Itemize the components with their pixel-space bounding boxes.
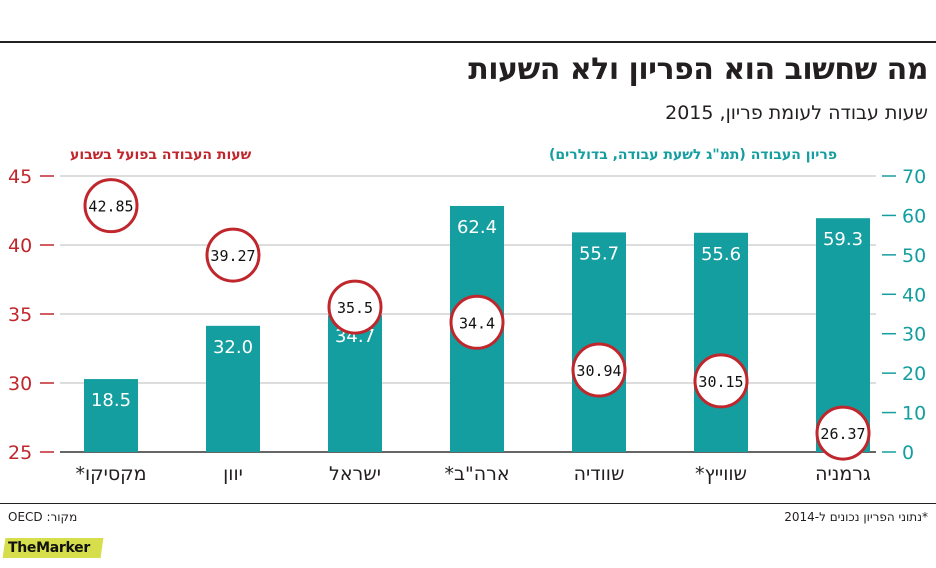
productivity-value-label: 59.3 — [823, 229, 863, 250]
left-axis-tick-label: 30 — [8, 373, 32, 395]
hours-value-label: 34.4 — [459, 314, 495, 332]
source-note: מקור: OECD — [8, 510, 78, 524]
productivity-bar — [694, 232, 748, 452]
productivity-bar — [572, 232, 626, 452]
left-axis-tick-label: 35 — [8, 304, 32, 326]
productivity-value-label: 62.4 — [457, 217, 497, 238]
category-label: גרמניה — [815, 463, 871, 485]
hours-circle — [83, 178, 139, 234]
category-label: שוודיה — [574, 463, 625, 485]
category-label: ישראל — [329, 463, 381, 485]
hours-value-label: 35.5 — [337, 299, 373, 317]
left-axis-tick-label: 45 — [8, 166, 32, 188]
category-label: ארה"ב* — [444, 463, 509, 485]
category-label: יוון — [223, 463, 243, 485]
left-axis-tick-label: 40 — [8, 235, 32, 257]
productivity-value-label: 32.0 — [213, 337, 253, 358]
right-axis-tick-label: 20 — [902, 363, 926, 385]
productivity-value-label: 55.6 — [701, 244, 741, 265]
right-axis-tick-label: 70 — [902, 166, 926, 188]
hours-circle — [205, 227, 261, 283]
bars: 18.532.034.762.455.7 55.659.3 — [84, 205, 870, 452]
right-axis-tick-label: 0 — [902, 442, 914, 464]
productivity-bar — [206, 325, 260, 452]
hours-circle — [327, 279, 383, 335]
productivity-value-label: 18.5 — [91, 390, 131, 411]
right-axis-tick-label: 30 — [902, 324, 926, 346]
hours-circle — [571, 342, 627, 398]
chart-subtitle: שעות עבודה לעומת פריון, 2015 — [665, 102, 928, 124]
chart-title: מה שחשוב הוא הפריון ולא השעות — [468, 52, 928, 87]
hours-value-label: 42.85 — [88, 198, 133, 216]
top-rule — [0, 41, 936, 43]
productivity-bar — [84, 379, 138, 452]
brand-logo: TheMarker — [2, 538, 104, 558]
right-axis: 0 10 20 30 40 50 60 70 — [882, 166, 926, 464]
hours-value-label: 26.37 — [820, 425, 865, 443]
right-axis-tick-label: 60 — [902, 205, 926, 227]
productivity-bar — [328, 315, 382, 452]
hours-markers: 42.85 39.27 35.5 34.4 30.94 30.15 26.37 — [83, 178, 871, 461]
left-axis-title: שעות העבודה בפועל בשבוע — [70, 147, 252, 163]
right-axis-title: פריון העבודה (תמ"ג לשעת עבודה, בדולרים) — [549, 147, 838, 163]
right-axis-tick-label: 10 — [902, 403, 926, 425]
left-axis-tick-label: 25 — [8, 442, 32, 464]
hours-circle — [693, 353, 749, 409]
right-axis-tick-label: 40 — [902, 284, 926, 306]
left-axis: 25 30 35 40 45 — [8, 166, 54, 464]
brand-text: TheMarker — [8, 540, 90, 556]
hours-value-label: 30.15 — [698, 373, 743, 391]
hours-value-label: 30.94 — [576, 362, 621, 380]
category-label: שווייץ* — [695, 463, 747, 485]
hours-value-label: 39.27 — [210, 247, 255, 265]
footnote: *נתוני הפריון נכונים ל-2014 — [784, 510, 928, 524]
hours-circle — [449, 294, 505, 350]
bottom-rule — [0, 503, 936, 504]
category-labels: מקסיקו* יוון ישראל ארה"ב* שוודיה שווייץ* גרמני… — [75, 463, 871, 485]
hours-circle — [815, 405, 871, 461]
productivity-value-label: 55.7 — [579, 243, 619, 264]
right-axis-tick-label: 50 — [902, 245, 926, 267]
category-label: מקסיקו* — [75, 463, 146, 485]
